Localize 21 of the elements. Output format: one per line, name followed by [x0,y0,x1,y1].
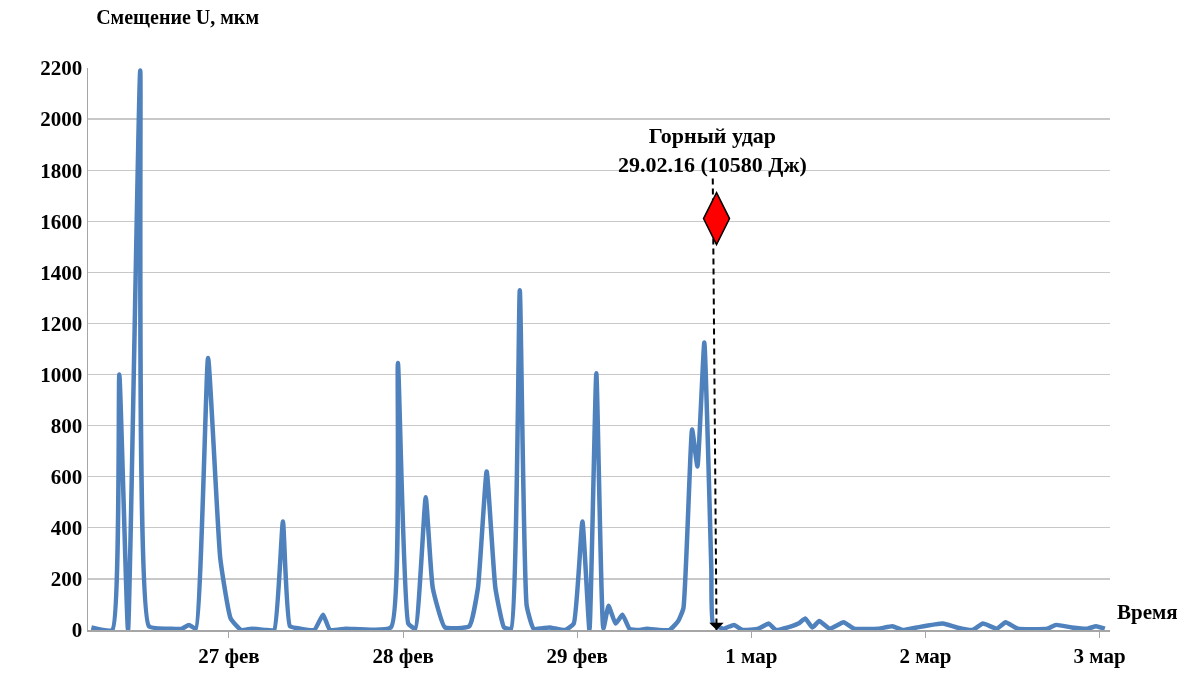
x-tick-label: 27 фев [198,643,260,668]
chart-title: Смещение U, мкм [96,6,260,29]
y-tick-label: 200 [50,567,83,592]
x-tick-label: 28 фев [372,643,434,668]
annotation: Горный удар 29.02.16 (10580 Дж) [618,123,807,177]
y-tick-label: 1200 [40,311,83,336]
y-tick-label: 2000 [40,107,83,132]
y-tick-label: 400 [50,516,83,541]
x-tick-label: 3 мар [1073,643,1126,668]
x-tick-label: 1 мар [725,643,778,668]
y-tick-label: 2200 [40,56,83,81]
y-tick-label: 1000 [40,362,83,387]
x-axis-title: Время [1117,600,1178,624]
y-tick-label: 800 [50,413,83,438]
y-tick-label: 1400 [40,260,83,285]
y-tick-label: 1800 [40,158,83,183]
y-tick-label: 1600 [40,209,83,234]
x-tick-label: 2 мар [899,643,952,668]
y-tick-label: 0 [71,618,83,643]
y-tick-label: 600 [50,465,83,490]
x-tick-label: 29 фев [546,643,608,668]
